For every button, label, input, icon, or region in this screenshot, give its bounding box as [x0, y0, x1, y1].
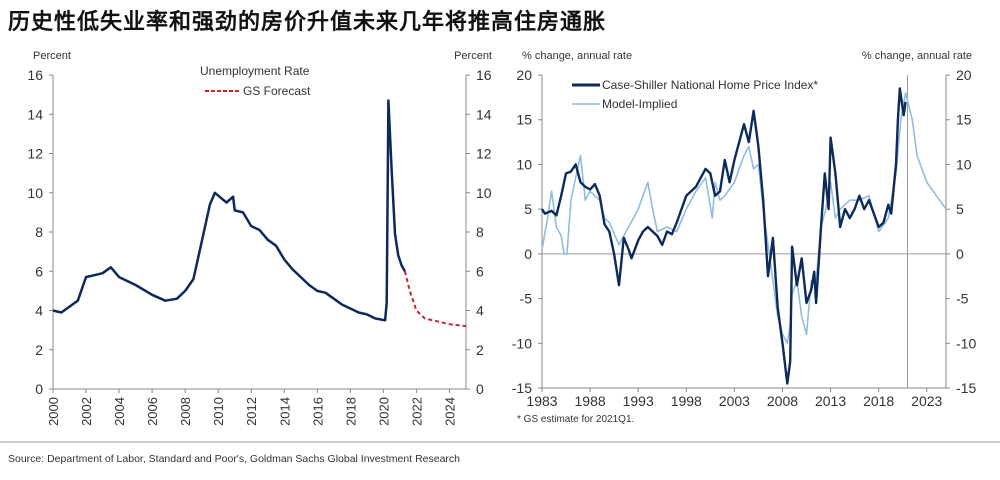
x-tick-label: 2023 [911, 393, 942, 409]
x-tick-label: 2002 [79, 397, 94, 426]
series-line-forecast [403, 271, 467, 328]
x-tick-label: 2018 [343, 397, 358, 426]
y-tick-label-left: 8 [35, 224, 43, 240]
x-tick-label: 2016 [310, 397, 325, 426]
source-note: Source: Department of Labor, Standard an… [8, 453, 460, 465]
x-tick-label: 2020 [376, 397, 391, 426]
x-tick-label: 2014 [277, 397, 292, 426]
x-tick-label: 2012 [244, 397, 259, 426]
y-tick-label-right: 8 [476, 224, 484, 240]
x-tick-label: 2004 [112, 397, 127, 426]
y-tick-label-left: 14 [27, 106, 43, 122]
legend-label: Model-Implied [602, 97, 677, 111]
y-tick-label-left: 15 [516, 112, 532, 128]
x-tick-label: 2000 [46, 397, 61, 426]
y-axis-label-left: Percent [33, 50, 71, 62]
y-tick-label-right: -5 [956, 291, 969, 307]
y-tick-label-left: 0 [524, 246, 532, 262]
y-tick-label-left: 16 [27, 67, 43, 83]
x-tick-label: 1998 [671, 393, 702, 409]
x-tick-label: 2022 [409, 397, 424, 426]
x-tick-label: 2003 [719, 393, 750, 409]
y-tick-label-right: -15 [956, 380, 976, 396]
y-tick-label-right: 2 [476, 342, 484, 358]
y-tick-label-left: 20 [516, 67, 532, 83]
legend-label: Case-Shiller National Home Price Index* [602, 78, 818, 92]
y-tick-label-right: 0 [956, 246, 964, 262]
x-tick-label: 2008 [767, 393, 798, 409]
y-axis-label-left: % change, annual rate [522, 50, 632, 62]
y-tick-label-right: 14 [476, 106, 492, 122]
x-tick-label: 2018 [863, 393, 894, 409]
unemployment-chart: 0 0 2 2 4 4 6 6 8 8 10 10 12 12 14 14 16 16 2000 2002 2004 20… [27, 50, 492, 426]
y-tick-label-right: 20 [956, 67, 972, 83]
x-tick-label: 2013 [815, 393, 846, 409]
y-tick-label-right: -10 [956, 335, 976, 351]
y-tick-label-left: 6 [35, 263, 43, 279]
y-tick-label-left: 10 [516, 156, 532, 172]
y-tick-label-left: 0 [35, 381, 43, 397]
y-tick-label-left: -15 [512, 380, 532, 396]
x-tick-label: 2024 [442, 397, 457, 426]
series-line-case-shiller [540, 87, 907, 385]
y-tick-label-right: 16 [476, 67, 492, 83]
y-tick-label-left: 2 [35, 342, 43, 358]
y-tick-label-left: 5 [524, 201, 532, 217]
x-tick-label: 2008 [178, 397, 193, 426]
y-tick-label-left: -5 [520, 291, 533, 307]
y-tick-label-right: 10 [476, 185, 492, 201]
y-axis-label-right: Percent [454, 50, 492, 62]
legend-label: GS Forecast [243, 84, 311, 98]
x-tick-label: 2010 [211, 397, 226, 426]
footnote: * GS estimate for 2021Q1. [517, 414, 634, 425]
y-tick-label-right: 10 [956, 156, 972, 172]
x-tick-label: 1983 [526, 393, 557, 409]
x-tick-label: 2006 [145, 397, 160, 426]
y-tick-label-left: -10 [512, 335, 532, 351]
y-tick-label-left: 10 [27, 185, 43, 201]
y-axis-label-right: % change, annual rate [862, 50, 972, 62]
y-tick-label-left: 12 [27, 146, 43, 162]
home-price-chart: -15 -15 -10 -10 -5 -5 0 0 5 5 10 10 15 15 20 20 1983 1988… [512, 50, 977, 425]
series-line-model-implied [541, 92, 947, 345]
legend-label: Unemployment Rate [200, 64, 310, 78]
y-tick-label-right: 12 [476, 146, 492, 162]
series-line-unemployment [52, 99, 406, 322]
y-tick-label-right: 4 [476, 303, 484, 319]
y-tick-label-right: 6 [476, 263, 484, 279]
x-tick-label: 1988 [575, 393, 606, 409]
y-tick-label-right: 5 [956, 201, 964, 217]
y-tick-label-right: 15 [956, 112, 972, 128]
x-tick-label: 1993 [623, 393, 654, 409]
y-tick-label-left: 4 [35, 303, 43, 319]
page-title: 历史性低失业率和强劲的房价升值未来几年将推高住房通胀 [8, 10, 607, 35]
y-tick-label-right: 0 [476, 381, 484, 397]
